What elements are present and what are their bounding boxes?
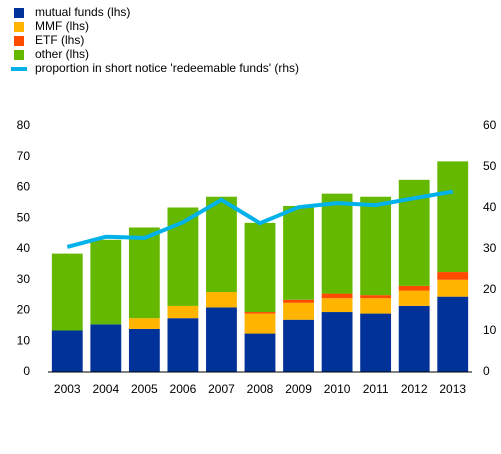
bar-segment [206, 307, 237, 372]
bar-segment [128, 328, 160, 372]
bar-segment [128, 318, 160, 329]
y2-tick-label: 60 [483, 118, 497, 132]
bar-segment [321, 193, 353, 294]
y-tick-label: 20 [17, 303, 31, 317]
x-tick-label: 2010 [324, 382, 351, 396]
bar-segment [437, 279, 469, 297]
legend-swatch [14, 50, 24, 60]
bar-segment [360, 295, 392, 299]
y2-tick-label: 50 [483, 159, 497, 173]
bar-segment [167, 318, 199, 372]
line-series [66, 189, 454, 249]
y-tick-label: 80 [17, 118, 31, 132]
bar-segment [321, 293, 353, 299]
bar-segment [398, 305, 430, 372]
bar-segment [206, 196, 237, 293]
y2-tick-label: 0 [483, 364, 490, 378]
bar-segment [167, 305, 199, 319]
bar-segment [51, 330, 83, 372]
y-tick-label: 70 [17, 149, 31, 163]
x-tick-label: 2004 [92, 382, 119, 396]
bar-segment [206, 292, 237, 308]
legend-swatch [14, 8, 24, 18]
x-tick-label: 2005 [131, 382, 158, 396]
x-tick-label: 2003 [54, 382, 81, 396]
y2-tick-label: 10 [483, 323, 497, 337]
bar-segment [283, 319, 314, 372]
bar-segment [321, 312, 353, 372]
bar-segment [244, 312, 276, 314]
legend-label: ETF (lhs) [35, 33, 84, 47]
bar-segment [90, 324, 122, 372]
legend-label: other (lhs) [35, 47, 89, 61]
bar-segment [244, 222, 276, 313]
bar-segment [398, 290, 430, 306]
legend-label: MMF (lhs) [35, 19, 89, 33]
bar-segment [244, 313, 276, 334]
bar-segment [321, 298, 353, 313]
y2-tick-label: 40 [483, 200, 497, 214]
y-tick-label: 60 [17, 180, 31, 194]
legend-label: proportion in short notice 'redeemable f… [35, 61, 299, 75]
bar-segment [360, 196, 392, 296]
legend-label: mutual funds (lhs) [35, 5, 130, 19]
y2-tick-label: 30 [483, 241, 497, 255]
x-tick-label: 2009 [285, 382, 312, 396]
bar-segment [51, 253, 83, 331]
bar-segment [398, 285, 430, 291]
bar-segment [244, 333, 276, 372]
x-tick-label: 2006 [170, 382, 197, 396]
y-tick-label: 30 [17, 272, 31, 286]
x-tick-label: 2011 [363, 382, 389, 396]
x-tick-label: 2007 [208, 382, 235, 396]
bar-segment [360, 298, 392, 314]
legend-swatch [14, 36, 24, 46]
bar-segment [90, 239, 122, 325]
bar-segment [437, 272, 469, 280]
bar-segment [360, 313, 392, 372]
legend-swatch [14, 22, 24, 32]
y-tick-label: 10 [17, 333, 31, 347]
bar-segment [283, 299, 314, 303]
x-tick-label: 2013 [439, 382, 466, 396]
x-tick-label: 2012 [401, 382, 428, 396]
bar-segment [283, 205, 314, 300]
bar-segment [283, 302, 314, 320]
bar-segment [437, 161, 469, 273]
bar-segment [437, 296, 469, 372]
bar-segment [128, 227, 160, 319]
x-tick-label: 2008 [247, 382, 274, 396]
y-tick-label: 50 [17, 210, 31, 224]
y-tick-label: 40 [17, 241, 31, 255]
y2-tick-label: 20 [483, 282, 497, 296]
y-tick-label: 0 [23, 364, 30, 378]
